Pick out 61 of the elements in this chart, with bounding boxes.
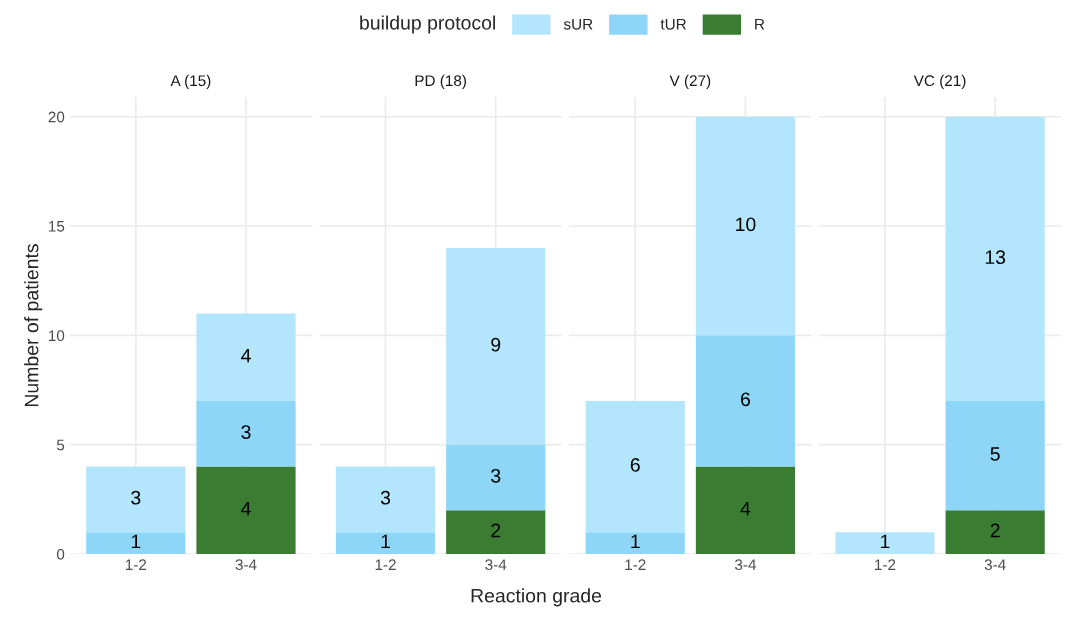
data-label: 3: [491, 468, 501, 483]
x-tick-label: 1-2: [375, 559, 396, 570]
data-label: 9: [491, 337, 501, 352]
bar: [196, 313, 296, 401]
x-tick-label: 3-4: [235, 559, 257, 571]
data-label: 1: [631, 534, 640, 549]
chart-title: VC (21): [913, 74, 966, 90]
x-tick-label: 1-2: [625, 559, 646, 570]
bar: [695, 466, 796, 555]
data-label: 6: [741, 392, 750, 407]
data-label: 1: [881, 534, 890, 549]
legend-label: tUR: [660, 18, 686, 30]
data-label: 13: [985, 250, 1006, 265]
data-label: 1: [381, 534, 390, 549]
data-label: 10: [736, 217, 756, 232]
data-label: 3: [241, 425, 251, 439]
legend-label: R: [755, 18, 765, 30]
data-label: 6: [630, 458, 640, 472]
bar: [446, 247, 546, 445]
bar: [695, 335, 796, 467]
x-axis-title: Reaction grade: [471, 588, 602, 607]
x-tick-label: 1-2: [125, 559, 147, 570]
x-tick-label: 3-4: [485, 559, 507, 571]
data-label: 3: [380, 490, 391, 505]
bar: [86, 466, 186, 533]
legend-label: sUR: [563, 18, 593, 30]
bar: [196, 400, 296, 467]
bar: [585, 532, 685, 555]
bar: [446, 444, 546, 511]
y-axis-title: Number of patients: [24, 244, 43, 407]
legend-title: buildup protocol: [360, 15, 495, 34]
bar: [945, 400, 1045, 511]
x-tick-label: 3-4: [984, 559, 1006, 571]
chart-title: PD (18): [415, 74, 466, 90]
bar: [446, 510, 546, 555]
chart-title: V (27): [669, 74, 711, 90]
x-tick-label: 3-4: [734, 559, 757, 571]
chart-title: A (15): [170, 74, 211, 90]
data-label: 5: [990, 447, 1000, 461]
data-label: 1: [131, 534, 141, 549]
bar: [945, 116, 1045, 401]
y-tick-label: 20: [48, 111, 65, 123]
bar: [695, 116, 796, 336]
data-label: 2: [491, 523, 501, 538]
data-label: 4: [740, 501, 751, 516]
data-label: 3: [131, 490, 141, 505]
data-label: 4: [241, 348, 251, 363]
y-tick-label: 5: [56, 439, 65, 451]
bar: [835, 532, 935, 555]
y-tick-label: 15: [48, 221, 65, 232]
bar: [335, 532, 436, 555]
bar: [196, 466, 296, 555]
bar: [585, 400, 685, 533]
bar: [945, 510, 1045, 555]
bar: [335, 466, 436, 533]
bar: [86, 532, 186, 555]
data-label: 2: [990, 523, 1000, 538]
x-tick-label: 1-2: [875, 559, 896, 570]
data-label: 4: [241, 501, 251, 516]
y-tick-label: 10: [48, 330, 65, 342]
y-tick-label: 0: [56, 548, 65, 560]
